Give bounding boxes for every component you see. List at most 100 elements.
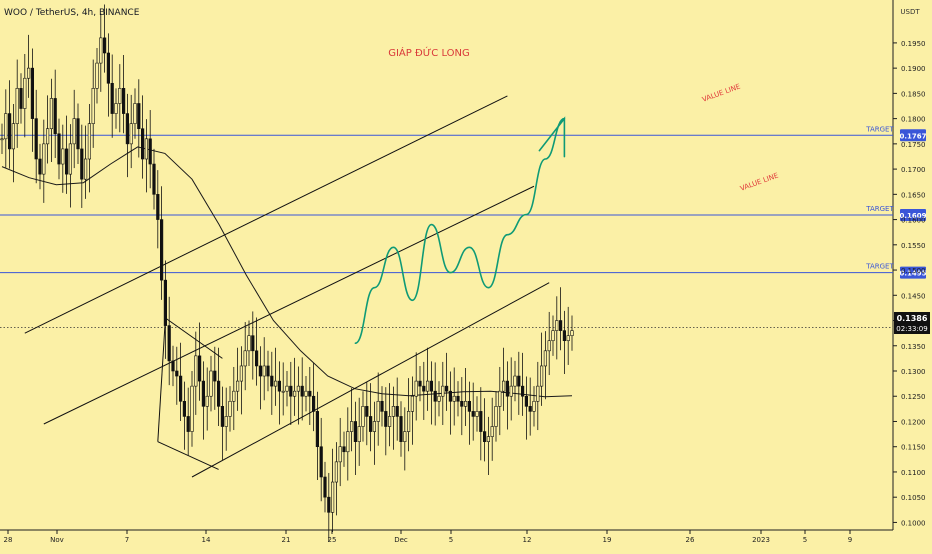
candle-body [391,406,396,417]
wedge-line [157,317,166,442]
candle-body [45,128,50,145]
x-tick-label: 14 [202,536,211,544]
candle-body [141,128,145,160]
candle-body [68,143,72,175]
y-tick-label: 0.1550 [901,242,926,250]
candle-body [547,340,551,352]
candle-body [357,426,361,442]
candle-body [228,400,232,417]
candle-body [42,143,46,175]
candle-body [137,103,141,130]
trend-line [191,282,550,478]
candle-body [217,380,221,407]
candle-body [429,380,434,392]
candle-body [532,400,536,412]
candle-body [95,62,99,89]
candle-body [179,375,183,402]
wedge-line [157,441,219,470]
candle-body [418,380,422,387]
y-tick-label: 0.1800 [901,116,926,124]
trend-line [43,185,535,425]
x-tick-label: Nov [50,536,64,544]
candle-body [110,82,114,114]
candle-body [479,411,483,432]
candle-body [213,370,217,382]
candle-body [289,385,293,397]
candle-body [536,385,540,402]
candle-body [471,411,475,417]
candle-body [247,335,251,352]
candle-body [365,406,369,417]
ema-line [1,146,573,398]
candle-body [11,123,15,150]
candle-body [475,411,479,417]
candle-body [292,390,297,397]
candle-body [34,118,38,160]
target-price-tag [900,129,926,142]
y-tick-label: 0.1700 [901,166,926,174]
x-tick-label: 2023 [752,536,770,544]
candle-body [376,400,380,422]
candle-body [361,406,365,427]
symbol-title: WOO / TetherUS, 4h, BINANCE [4,8,140,18]
target-price-tag [900,209,926,222]
target-price-label: 0.1609 [899,212,926,220]
candle-body [243,350,247,367]
candle-body [19,88,23,109]
y-tick-label: 0.1750 [901,141,926,149]
candle-body [61,148,65,165]
candle-body [118,88,122,104]
candle-body [255,350,259,367]
candle-body [182,400,187,417]
candle-body [490,426,494,437]
target-price-tag [900,266,926,279]
candle-body [452,395,456,402]
candle-body [266,365,270,377]
candle-body [201,380,206,407]
candle-body [456,395,460,402]
candle-body [167,325,171,362]
y-tick-label: 0.1850 [901,90,926,98]
y-tick-label: 0.1950 [901,40,926,48]
candle-body [224,416,228,427]
candle-body [277,380,282,392]
y-tick-label: 0.1200 [901,418,926,426]
candle-body [539,365,544,387]
wedge-line [165,317,223,359]
candle-body [26,67,31,79]
candle-body [232,390,236,402]
candle-body [251,335,255,352]
last-price-value: 0.1386 [897,314,928,323]
candle-body [194,355,198,387]
candle-body [239,365,244,382]
candle-body [570,330,574,336]
candle-body [106,52,110,84]
candle-body [57,133,61,165]
candle-body [304,390,308,397]
candle-body [399,416,403,442]
candle-body [171,360,175,372]
last-price-tag[interactable]: 0.1386 02:33:09 [894,312,930,334]
x-tick-label: 21 [282,536,291,544]
candle-body [80,148,84,180]
candle-body [114,103,118,114]
candle-body [498,390,502,407]
y-tick-label: 0.1000 [901,519,926,527]
candle-body [433,390,437,402]
candle-body [65,148,69,175]
projection-path [354,117,566,344]
x-tick-label: 5 [449,536,453,544]
time-axis: 28 Nov 7 14 21 25 Dec 5 12 19 26 2023 5 9 [4,530,852,544]
y-tick-label: 0.1500 [901,267,926,275]
candle-body [482,431,487,442]
candle-body [87,123,91,160]
candle-body [346,431,350,453]
candle-body [330,481,335,513]
x-tick-label: 26 [686,536,695,544]
candle-body [38,158,42,175]
candle-body [520,385,525,397]
candle-body [84,158,88,180]
candle-body [30,67,35,119]
